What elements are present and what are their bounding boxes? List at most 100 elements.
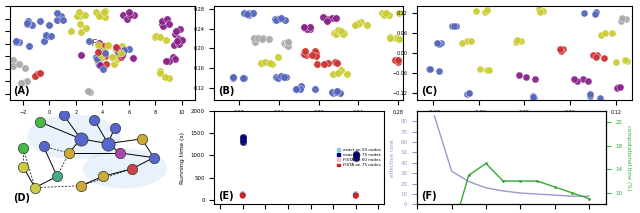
Point (339, 31, 349, 35)
Point (150, 34, 161, 37)
Point (481, 9, 492, 12)
Point (253, 37, 263, 40)
Point (13, 62, 24, 66)
Point (161, 59, 171, 63)
Point (558, 47, 568, 51)
Point (351, 194, 361, 198)
Point (338, 32, 348, 36)
Point (12, 40, 22, 43)
Point (530, 77, 540, 81)
Point (237, 193, 248, 196)
Point (351, 153, 361, 156)
Point (253, 36, 264, 40)
Point (351, 194, 361, 197)
Point (528, 96, 538, 99)
Point (333, 71, 343, 75)
Point (76, 30, 86, 33)
Point (19, 66, 29, 69)
Point (159, 76, 170, 79)
Point (351, 194, 361, 197)
Point (58, 19, 68, 22)
Point (258, 36, 268, 39)
Point (299, 25, 309, 29)
Point (461, 40, 472, 43)
Point (52, 18, 63, 22)
Point (271, 75, 281, 79)
Point (480, 11, 490, 14)
Point (425, 68, 435, 71)
Point (353, 22, 363, 25)
Point (117, 54, 127, 57)
Point (385, 35, 395, 39)
Point (305, 27, 316, 30)
Point (120, 48, 130, 52)
Point (35, 19, 45, 23)
Point (168, 44, 179, 47)
Text: (B): (B) (218, 86, 234, 96)
Point (327, 91, 337, 94)
Point (14, 40, 24, 43)
Point (107, 56, 117, 59)
Text: F: F (92, 39, 97, 48)
Point (394, 11, 404, 15)
Point (76, 23, 86, 26)
Point (237, 194, 248, 197)
Point (237, 194, 248, 198)
Point (351, 193, 361, 196)
Point (93, 63, 104, 67)
Point (164, 76, 174, 79)
Point (150, 36, 160, 39)
Text: (A): (A) (13, 86, 30, 96)
Point (617, 16, 627, 20)
Point (21, 21, 31, 24)
Point (24, 44, 34, 47)
Point (23, 19, 33, 22)
Point (312, 62, 322, 66)
Point (109, 126, 120, 129)
Point (291, 88, 301, 91)
Point (351, 194, 361, 198)
Point (588, 53, 598, 57)
Point (269, 17, 280, 21)
Point (278, 75, 289, 79)
Text: (C): (C) (422, 86, 438, 96)
Point (578, 78, 588, 81)
Point (328, 72, 339, 76)
Point (20, 80, 30, 83)
Point (241, 13, 252, 16)
Point (611, 60, 621, 63)
Point (332, 61, 342, 65)
Point (93, 43, 103, 47)
Point (127, 167, 137, 171)
Point (302, 27, 312, 30)
Point (607, 32, 617, 35)
Point (276, 74, 286, 78)
Point (237, 138, 248, 141)
Point (621, 17, 631, 21)
Point (322, 17, 332, 21)
Point (170, 58, 180, 61)
Point (435, 41, 445, 45)
Point (622, 59, 632, 62)
Point (96, 48, 106, 51)
Point (157, 23, 168, 26)
Point (170, 30, 180, 33)
Point (434, 69, 444, 72)
Point (311, 54, 321, 58)
Point (154, 35, 164, 39)
Point (45, 35, 56, 38)
Point (98, 55, 108, 58)
Point (155, 69, 165, 73)
Point (331, 32, 341, 36)
Point (96, 53, 106, 56)
Point (351, 194, 361, 197)
Point (94, 14, 104, 18)
Point (464, 92, 474, 95)
Point (615, 85, 625, 89)
Point (172, 39, 182, 42)
Point (595, 33, 605, 37)
Point (351, 153, 361, 157)
Point (116, 56, 126, 59)
Point (161, 38, 171, 42)
Point (264, 61, 275, 65)
